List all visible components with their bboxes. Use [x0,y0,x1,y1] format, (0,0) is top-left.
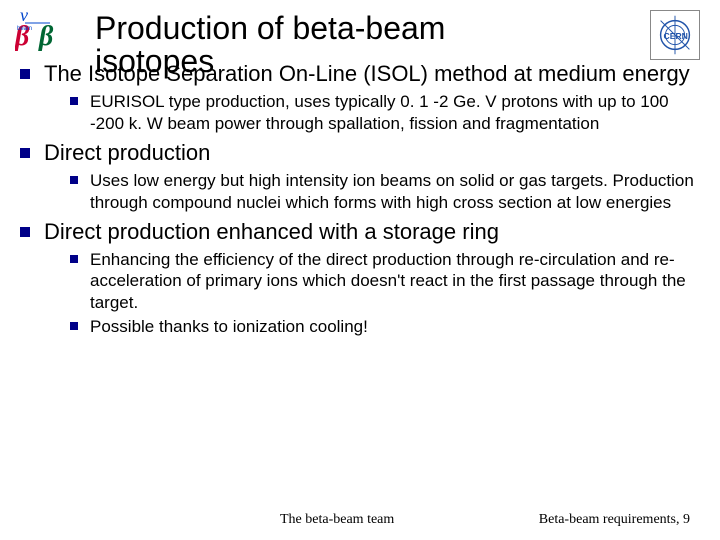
bullet-text: Possible thanks to ionization cooling! [90,316,368,337]
bullet-square-icon [70,176,78,184]
slide-container: ν β β beam Production of beta-beam isoto… [0,0,720,540]
bullet-square-icon [20,227,30,237]
bullet-text: EURISOL type production, uses typically … [90,91,700,134]
footer: The beta-beam team Beta-beam requirement… [0,512,720,528]
bullet-level2: Possible thanks to ionization cooling! [70,316,700,337]
svg-text:β: β [38,21,54,52]
bullet-text: The Isotope Separation On-Line (ISOL) me… [44,61,690,87]
bullet-square-icon [70,255,78,263]
slide-title: Production of beta-beam [95,10,445,47]
cern-logo-icon: CERN [650,10,700,60]
footer-team: The beta-beam team [280,512,394,528]
bullet-level1: The Isotope Separation On-Line (ISOL) me… [20,61,700,87]
title-line-1: Production of beta-beam [95,10,445,46]
bullet-level2: EURISOL type production, uses typically … [70,91,700,134]
bullet-square-icon [70,322,78,330]
svg-text:CERN: CERN [663,31,687,41]
bullet-level1: Direct production enhanced with a storag… [20,219,700,245]
footer-page: Beta-beam requirements, 9 [539,512,690,528]
svg-text:beam: beam [17,26,32,32]
bullet-square-icon [20,148,30,158]
bullet-text: Uses low energy but high intensity ion b… [90,170,700,213]
bullet-level1: Direct production [20,140,700,166]
bullet-text: Enhancing the efficiency of the direct p… [90,249,700,313]
content-area: The Isotope Separation On-Line (ISOL) me… [20,55,700,500]
bullet-text: Direct production [44,140,210,166]
bullet-square-icon [70,97,78,105]
bullet-level2: Enhancing the efficiency of the direct p… [70,249,700,313]
bullet-level2: Uses low energy but high intensity ion b… [70,170,700,213]
bullet-text: Direct production enhanced with a storag… [44,219,499,245]
bullet-square-icon [20,69,30,79]
